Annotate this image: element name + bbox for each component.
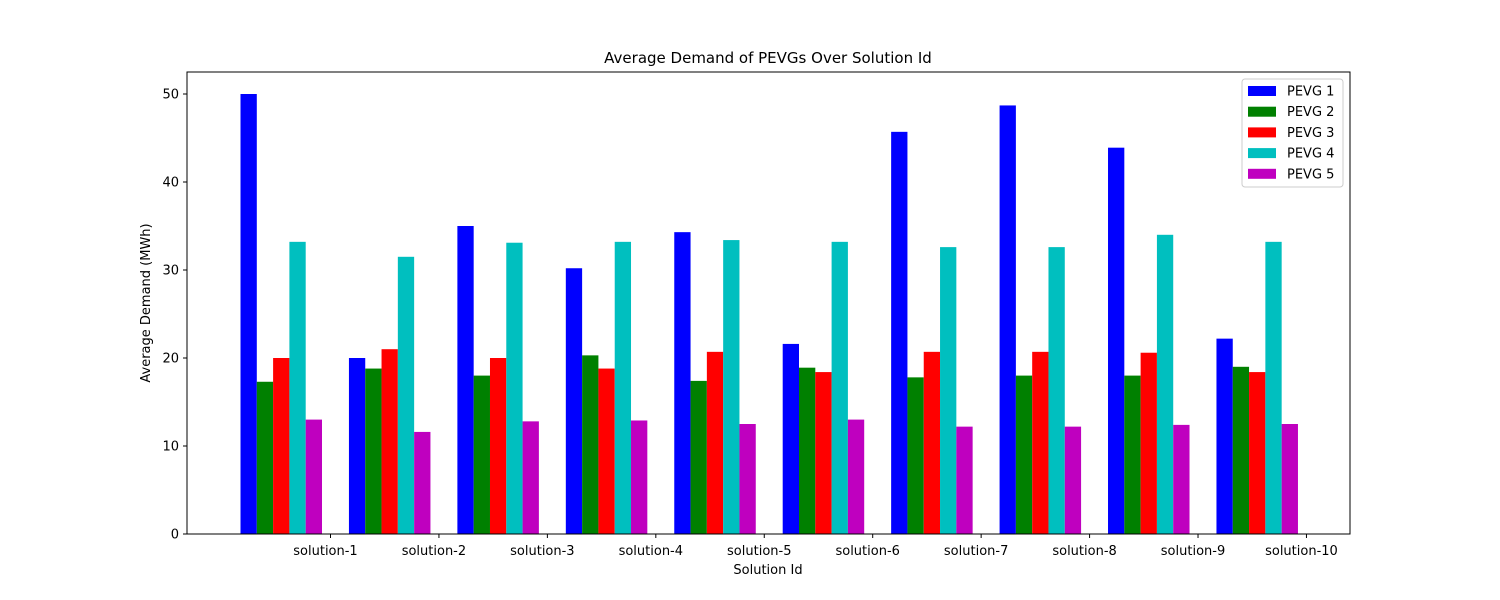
legend-label: PEVG 1	[1287, 85, 1334, 100]
bar-pevg-4-solution-2	[397, 256, 415, 534]
bar-pevg-3-solution-8	[1032, 351, 1049, 534]
x-tick-label: solution-1	[293, 544, 357, 559]
x-tick-label: solution-6	[835, 544, 899, 559]
bar-pevg-2-solution-1	[256, 381, 274, 534]
chart-title: Average Demand of PEVGs Over Solution Id	[604, 49, 932, 67]
x-tick-label: solution-3	[510, 544, 574, 559]
bar-pevg-4-solution-5	[723, 240, 740, 534]
bar-pevg-3-solution-6	[815, 372, 832, 534]
bar-pevg-1-solution-1	[240, 94, 257, 534]
bar-pevg-3-solution-4	[598, 368, 615, 534]
y-axis: 0 10 20 30 40 50	[162, 88, 187, 543]
bar-pevg-5-solution-2	[414, 431, 431, 534]
bar-pevg-5-solution-3	[522, 421, 539, 534]
x-tick-label: solution-8	[1052, 544, 1116, 559]
legend-swatch	[1248, 148, 1276, 159]
bar-pevg-5-solution-1	[305, 419, 322, 534]
bar-pevg-2-solution-4	[582, 355, 599, 534]
bar-pevg-2-solution-10	[1232, 366, 1250, 534]
bar-pevg-5-solution-8	[1064, 426, 1082, 534]
legend-label: PEVG 4	[1287, 147, 1334, 162]
x-tick-label: solution-10	[1265, 544, 1338, 559]
bar-pevg-5-solution-4	[631, 420, 648, 534]
bar-pevg-3-solution-1	[273, 358, 290, 534]
bar-pevg-2-solution-5	[690, 380, 707, 534]
x-tick-label: solution-9	[1161, 544, 1225, 559]
bar-pevg-2-solution-3	[473, 375, 490, 534]
plot-area-frame	[186, 71, 1351, 535]
bar-pevg-3-solution-2	[381, 349, 398, 534]
bar-pevg-5-solution-9	[1173, 424, 1190, 534]
y-tick-label: 10	[162, 440, 179, 455]
bar-pevg-3-solution-10	[1249, 372, 1266, 534]
bar-pevg-4-solution-3	[506, 242, 523, 534]
bar-pevg-4-solution-4	[614, 241, 632, 534]
bar-pevg-3-solution-3	[489, 358, 507, 534]
y-tick-label: 20	[162, 352, 179, 367]
bar-pevg-3-solution-5	[706, 351, 724, 534]
bar-pevg-3-solution-7	[923, 351, 941, 534]
bar-pevg-4-solution-10	[1265, 241, 1282, 534]
bar-pevg-4-solution-7	[940, 247, 957, 534]
bar-pevg-2-solution-8	[1015, 375, 1033, 534]
bar-pevg-4-solution-1	[289, 241, 306, 534]
legend-swatch	[1248, 168, 1276, 179]
bars-layer	[240, 94, 1298, 535]
bar-pevg-1-solution-4	[565, 268, 583, 534]
legend: PEVG 1 PEVG 2 PEVG 3 PEVG 4 PEVG 5	[1241, 78, 1344, 188]
legend-swatch	[1248, 127, 1276, 138]
bar-pevg-1-solution-6	[782, 343, 799, 534]
x-axis: solution-1 solution-2 solution-3 solution-4…	[293, 534, 1338, 559]
legend-swatch	[1248, 106, 1276, 117]
bar-pevg-5-solution-10	[1281, 424, 1298, 534]
bar-pevg-1-solution-3	[457, 226, 474, 534]
bar-pevg-1-solution-8	[999, 105, 1016, 534]
x-tick-label: solution-5	[727, 544, 791, 559]
legend-frame	[1241, 78, 1344, 188]
y-tick-label: 40	[162, 176, 179, 191]
bar-pevg-4-solution-9	[1156, 234, 1174, 535]
bar-pevg-1-solution-9	[1108, 147, 1125, 534]
bar-pevg-2-solution-9	[1124, 375, 1141, 534]
y-tick-label: 30	[162, 264, 179, 279]
bar-pevg-2-solution-2	[365, 368, 382, 534]
bar-pevg-4-solution-8	[1048, 247, 1065, 534]
y-tick-label: 50	[162, 88, 179, 103]
legend-label: PEVG 5	[1287, 167, 1334, 182]
bar-pevg-1-solution-2	[348, 358, 366, 534]
bar-pevg-1-solution-7	[891, 131, 908, 534]
bar-pevg-5-solution-7	[956, 426, 973, 534]
bar-pevg-5-solution-6	[847, 419, 865, 534]
legend-swatch	[1248, 86, 1276, 96]
y-axis-label: Average Demand (MWh)	[139, 223, 154, 382]
bar-pevg-1-solution-10	[1216, 338, 1233, 534]
legend-label: PEVG 3	[1287, 126, 1334, 141]
y-tick-label: 0	[171, 528, 179, 543]
x-tick-label: solution-7	[944, 544, 1008, 559]
bar-pevg-2-solution-7	[907, 377, 924, 534]
x-tick-label: solution-2	[402, 544, 466, 559]
bar-pevg-2-solution-6	[799, 367, 816, 534]
bar-pevg-5-solution-5	[739, 424, 756, 534]
legend-label: PEVG 2	[1287, 105, 1334, 120]
x-axis-label: Solution Id	[733, 563, 802, 578]
bar-pevg-3-solution-9	[1140, 352, 1157, 534]
x-tick-label: solution-4	[619, 544, 683, 559]
bar-pevg-1-solution-5	[674, 232, 691, 534]
bar-pevg-4-solution-6	[831, 241, 848, 534]
